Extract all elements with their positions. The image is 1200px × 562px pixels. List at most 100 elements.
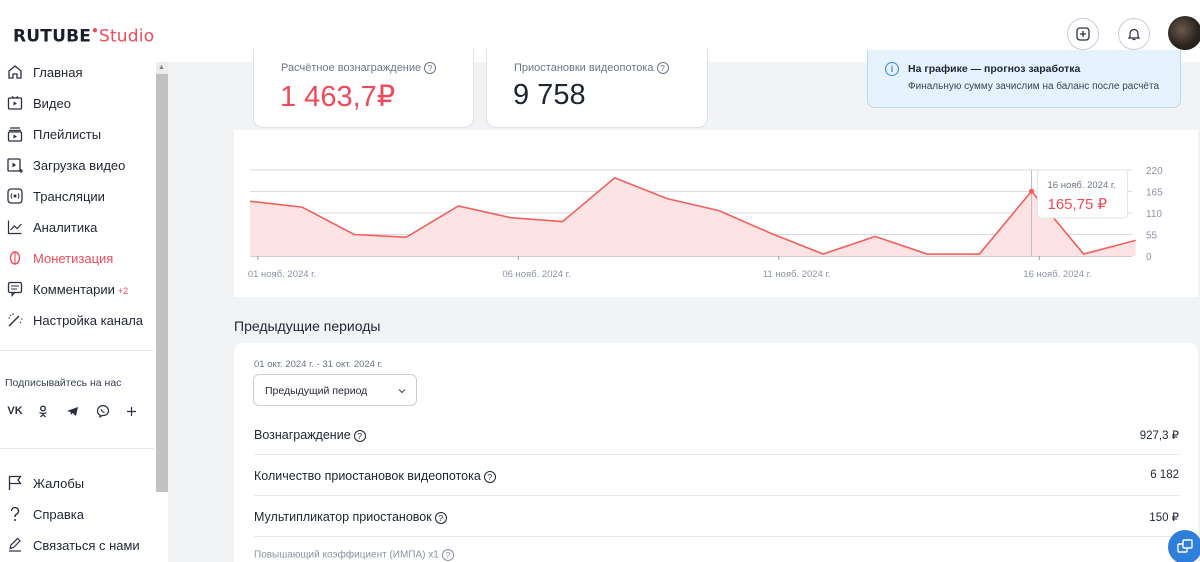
- sidebar-item-monetization[interactable]: Монетизация: [0, 244, 155, 272]
- period-range: 01 окт. 2024 г. - 31 окт. 2024 г.: [254, 359, 383, 370]
- avatar[interactable]: [1168, 16, 1200, 50]
- magic-wand-icon: [8, 313, 23, 327]
- chevron-down-icon: [398, 389, 406, 394]
- scroll-up-arrow-icon[interactable]: ▲: [158, 64, 165, 71]
- help-icon[interactable]: ?: [353, 429, 366, 442]
- help-icon[interactable]: ?: [483, 470, 496, 483]
- row-label-text: Мультипликатор приостановок: [254, 510, 432, 524]
- reward-label-text: Расчётное вознаграждение: [281, 62, 422, 74]
- suspensions-card: Приостановки видеопотока? 9 758: [486, 48, 708, 128]
- rutube-studio-logo[interactable]: RUTUBE•Studio: [13, 24, 154, 47]
- monetization-icon: [9, 251, 21, 265]
- period-select[interactable]: Предыдущий период: [253, 374, 417, 406]
- logo-product: Studio: [98, 26, 155, 47]
- sidebar-item-broadcasts[interactable]: Трансляции: [0, 182, 155, 210]
- sidebar-item-complaints[interactable]: Жалобы: [0, 469, 155, 497]
- previous-periods-title: Предыдущие периоды: [234, 318, 381, 334]
- y-tick-label: 110: [1146, 209, 1162, 220]
- follow-us-label: Подписывайтесь на нас: [5, 377, 122, 389]
- help-icon: [10, 506, 20, 521]
- tooltip-point: [1028, 188, 1035, 194]
- sidebar-item-video[interactable]: Видео: [0, 89, 155, 117]
- y-tick-label: 55: [1146, 231, 1158, 242]
- notifications-button[interactable]: [1118, 18, 1150, 50]
- info-title: На графике — прогноз заработка: [908, 63, 1081, 75]
- earnings-chart[interactable]: 0 55 110 165 220 01 нояб. 2024 г. 06 нояб. 202…: [234, 130, 1198, 297]
- comments-label: Комментарии: [33, 282, 115, 297]
- sidebar-item-help[interactable]: Справка: [0, 500, 155, 528]
- bell-icon: [1127, 28, 1141, 41]
- sidebar-item-label: Аналитика: [33, 220, 98, 235]
- row-value: 6 182: [1150, 469, 1179, 481]
- tooltip-box: [1037, 169, 1128, 219]
- multiplier-row: Мультипликатор приостановок? 150 ₽: [254, 496, 1179, 537]
- sidebar-item-label: Трансляции: [33, 189, 105, 204]
- tooltip-value: 165,75 ₽: [1048, 196, 1108, 213]
- plus-icon[interactable]: [120, 400, 142, 422]
- logo-dot-icon: •: [91, 24, 99, 38]
- comments-badge: +2: [117, 286, 129, 296]
- previous-periods-panel: 01 окт. 2024 г. - 31 окт. 2024 г. Предыд…: [234, 343, 1198, 562]
- row-value: 150 ₽: [1149, 512, 1179, 524]
- video-icon: [7, 96, 23, 110]
- sidebar-item-label: Связаться с нами: [33, 538, 140, 553]
- edit-icon: [9, 537, 21, 552]
- sidebar-item-home[interactable]: Главная: [0, 58, 155, 86]
- suspensions-count-row: Количество приостановок видеопотока? 6 1…: [254, 455, 1179, 496]
- sidebar-item-upload-video[interactable]: Загрузка видео: [0, 151, 155, 179]
- row-label-text: Вознаграждение: [254, 428, 351, 442]
- sidebar-divider: [0, 350, 154, 351]
- logo-brand: RUTUBE: [13, 26, 92, 47]
- y-tick-label: 165: [1146, 188, 1163, 199]
- upload-video-icon: [7, 158, 23, 173]
- sidebar-item-channel-settings[interactable]: Настройка канала: [0, 306, 155, 334]
- viber-icon[interactable]: [92, 400, 114, 422]
- x-tick-label: 06 нояб. 2024 г.: [502, 269, 570, 280]
- impa-coefficient-row: Повышающий коэффициент (ИМПА) x1?: [254, 549, 454, 561]
- row-label: Вознаграждение?: [254, 428, 366, 442]
- sidebar-item-label: Загрузка видео: [33, 158, 126, 173]
- x-tick-label: 16 нояб. 2024 г.: [1023, 269, 1091, 280]
- sidebar-item-comments[interactable]: Комментарии +2: [0, 275, 155, 303]
- support-chat-button[interactable]: [1168, 530, 1200, 562]
- forecast-info-box: i На графике — прогноз заработка Финальн…: [867, 50, 1181, 108]
- x-tick-label: 11 нояб. 2024 г.: [763, 269, 831, 280]
- sidebar-item-analytics[interactable]: Аналитика: [0, 213, 155, 241]
- suspensions-value: 9 758: [513, 79, 586, 111]
- sidebar-item-label: Плейлисты: [33, 127, 102, 142]
- row-label-text: Количество приостановок видеопотока: [254, 469, 481, 483]
- help-icon[interactable]: ?: [441, 549, 454, 561]
- vk-icon[interactable]: VK: [7, 405, 23, 417]
- sidebar-item-contact[interactable]: Связаться с нами: [0, 531, 155, 559]
- row-label: Количество приостановок видеопотока?: [254, 469, 496, 483]
- sidebar-item-label: Главная: [33, 65, 83, 80]
- analytics-icon: [7, 220, 22, 235]
- sidebar-item-label: Жалобы: [33, 476, 85, 491]
- plus-square-icon: [1076, 27, 1090, 41]
- suspensions-label-text: Приостановки видеопотока: [514, 62, 654, 74]
- home-icon: [8, 65, 22, 79]
- comments-icon: [7, 281, 23, 297]
- sidebar-scroll-thumb[interactable]: [156, 74, 168, 492]
- reward-row: Вознаграждение? 927,3 ₽: [254, 414, 1179, 455]
- y-tick-label: 220: [1146, 166, 1163, 177]
- x-tick-label: 01 нояб. 2024 г.: [248, 269, 316, 280]
- help-icon[interactable]: ?: [434, 511, 447, 524]
- suspensions-help-icon[interactable]: ?: [656, 62, 669, 75]
- series-line: [249, 176, 1136, 255]
- telegram-icon[interactable]: [61, 400, 83, 422]
- tooltip-date: 16 нояб. 2024 г.: [1048, 180, 1116, 191]
- ok-icon[interactable]: [32, 400, 54, 422]
- sidebar-item-playlists[interactable]: Плейлисты: [0, 120, 155, 148]
- reward-help-icon[interactable]: ?: [424, 62, 437, 75]
- broadcast-icon: [7, 188, 23, 204]
- suspensions-label: Приостановки видеопотока?: [514, 62, 669, 75]
- row-label: Мультипликатор приостановок?: [254, 510, 447, 524]
- earnings-chart-card: 0 55 110 165 220 01 нояб. 2024 г. 06 нояб. 202…: [234, 130, 1198, 297]
- info-text: Финальную сумму зачислим на баланс после…: [908, 81, 1160, 92]
- upload-button[interactable]: [1067, 18, 1099, 50]
- impa-label: Повышающий коэффициент (ИМПА) x1: [254, 549, 439, 561]
- sidebar-item-label: Комментарии +2: [33, 282, 128, 297]
- reward-value: 1 463,7₽: [280, 81, 396, 113]
- sidebar: Главная Видео Плейлисты Загрузка видео Т…: [0, 62, 168, 562]
